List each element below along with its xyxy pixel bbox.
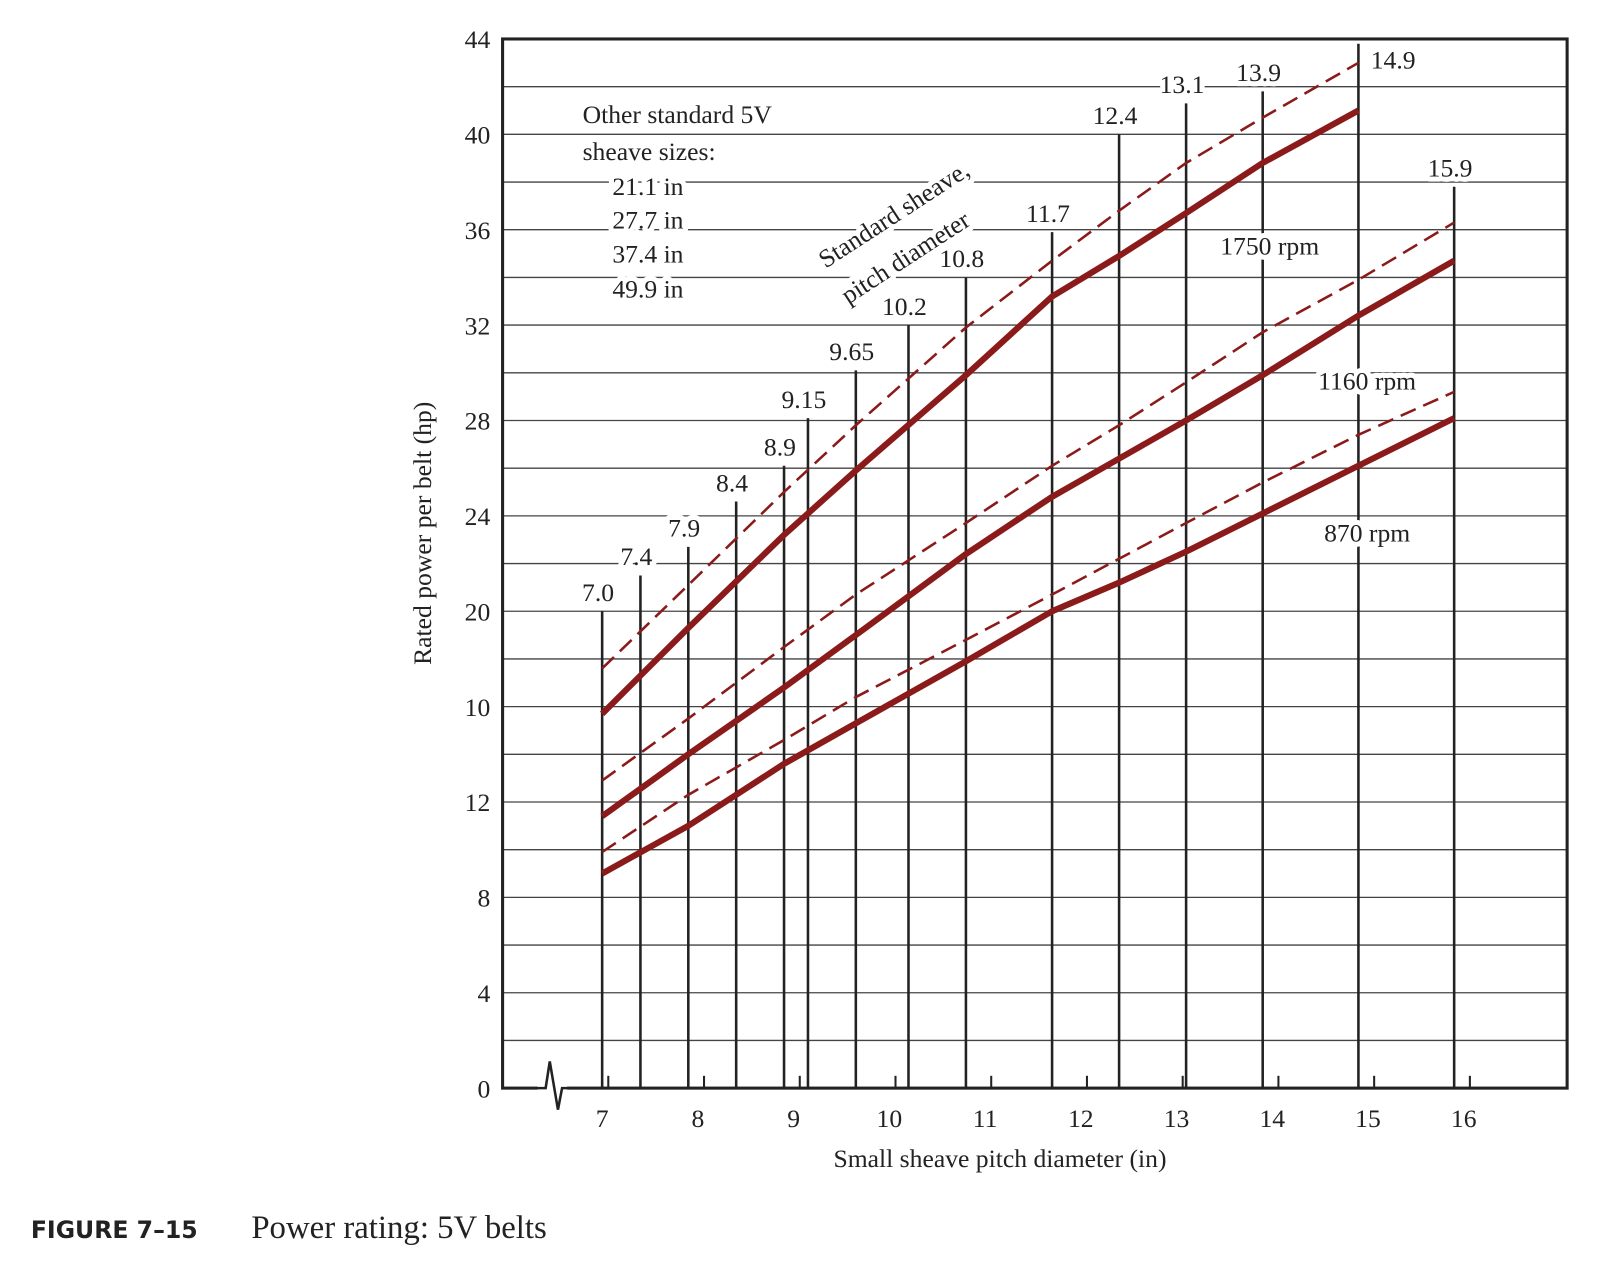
sheave-label: 7.4 bbox=[620, 542, 652, 571]
note: 49.9 in bbox=[612, 274, 683, 303]
x-tick-label: 10 bbox=[877, 1104, 903, 1133]
curve-dashed bbox=[601, 221, 1455, 782]
plot-frame bbox=[501, 37, 1569, 1090]
y-tick-label: 4 bbox=[477, 979, 490, 1008]
note: 27.7 in bbox=[612, 206, 683, 235]
curve bbox=[599, 107, 1360, 716]
sheave-label: 7.9 bbox=[668, 514, 700, 543]
sheave-label: 12.4 bbox=[1093, 101, 1138, 130]
sheave-label: 8.4 bbox=[716, 468, 748, 497]
curve bbox=[600, 258, 1456, 819]
sheave-label: 13.1 bbox=[1160, 70, 1205, 99]
series-label: 870 rpm bbox=[1324, 518, 1410, 547]
sheave-label: 10.2 bbox=[882, 292, 927, 321]
x-tick-label: 14 bbox=[1259, 1104, 1285, 1133]
caption: Power rating: 5V belts bbox=[251, 1210, 546, 1246]
y-tick-label: 32 bbox=[465, 311, 491, 340]
series-label: 1160 rpm bbox=[1318, 367, 1416, 396]
curve bbox=[600, 415, 1456, 877]
x-tick-label: 8 bbox=[691, 1104, 704, 1133]
axis-break bbox=[535, 1061, 571, 1110]
y-tick-label: 40 bbox=[465, 121, 491, 150]
x-tick-label: 15 bbox=[1355, 1104, 1381, 1133]
sheave-label: 13.9 bbox=[1236, 58, 1281, 87]
y-tick-label: 24 bbox=[465, 502, 491, 531]
sheave-label: 10.8 bbox=[939, 244, 984, 273]
y-axis-title: Rated power per belt (hp) bbox=[408, 402, 437, 665]
sheave-label: 8.9 bbox=[764, 433, 796, 462]
x-tick-label: 7 bbox=[596, 1104, 609, 1133]
y-tick-label: 0 bbox=[477, 1074, 490, 1103]
note: sheave sizes: bbox=[583, 137, 716, 166]
x-tick-label: 12 bbox=[1068, 1104, 1094, 1133]
x-tick-label: 16 bbox=[1451, 1104, 1477, 1133]
caption-label: FIGURE 7–15 bbox=[31, 1216, 198, 1244]
x-tick-label: 13 bbox=[1164, 1104, 1190, 1133]
sheave-label: 15.9 bbox=[1428, 154, 1473, 183]
sheave-label: 14.9 bbox=[1371, 45, 1416, 74]
y-tick-label: 28 bbox=[465, 407, 491, 436]
x-tick-label: 11 bbox=[973, 1104, 998, 1133]
y-tick-label: 8 bbox=[477, 884, 490, 913]
note: 37.4 in bbox=[612, 240, 683, 269]
sheave-label: 9.65 bbox=[829, 337, 874, 366]
y-tick-label: 36 bbox=[465, 216, 491, 245]
y-tick-label: 44 bbox=[465, 25, 491, 54]
sheave-label: 9.15 bbox=[781, 385, 826, 414]
x-axis-title: Small sheave pitch diameter (in) bbox=[833, 1144, 1166, 1173]
curve-dashed bbox=[601, 390, 1455, 854]
y-tick-label: 10 bbox=[465, 693, 491, 722]
curve-dashed bbox=[601, 61, 1360, 670]
y-tick-label: 20 bbox=[465, 597, 491, 626]
sheave-label: 7.0 bbox=[582, 578, 614, 607]
series-label: 1750 rpm bbox=[1220, 231, 1319, 260]
y-tick-label: 12 bbox=[465, 788, 491, 817]
sheave-label: 11.7 bbox=[1026, 199, 1070, 228]
x-tick-label: 9 bbox=[787, 1104, 800, 1133]
note: Other standard 5V bbox=[583, 100, 773, 129]
note: 21.1 in bbox=[612, 172, 683, 201]
